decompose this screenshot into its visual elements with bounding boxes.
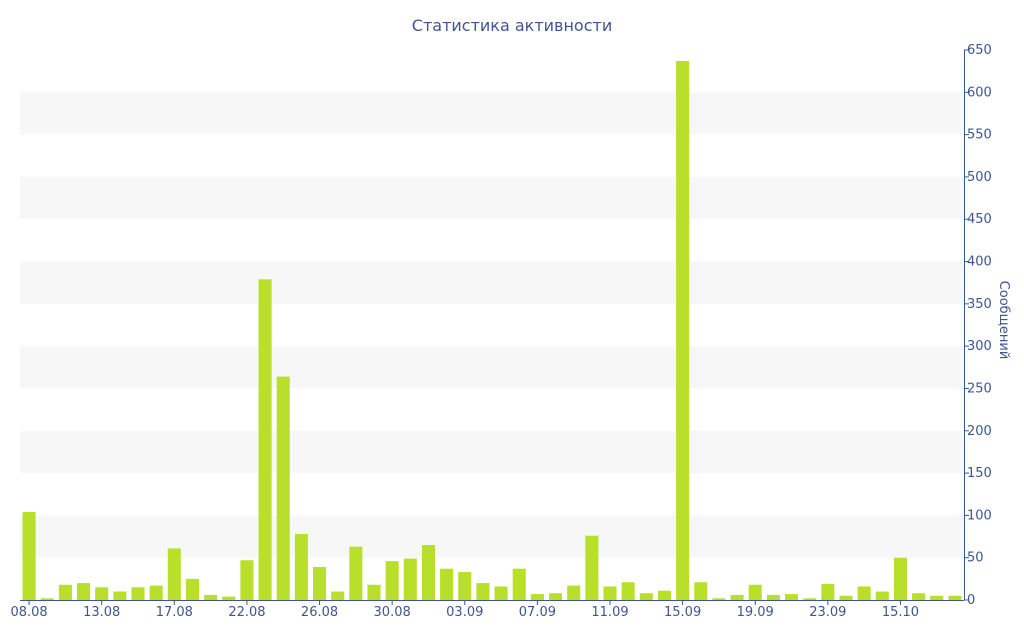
- x-axis-ticks: 08.08 13.08 17.08 22.08 26.08 30.08 03.09 07.09…: [10, 600, 919, 620]
- bar: [22, 512, 36, 600]
- x-tick-label: 08.08: [10, 605, 47, 620]
- bar: [167, 548, 181, 600]
- bar: [567, 585, 581, 600]
- bar: [349, 546, 363, 600]
- bar: [131, 587, 145, 600]
- grid-band: [20, 176, 964, 220]
- x-tick-label: 30.08: [374, 605, 411, 620]
- y-tick-label: 250: [967, 381, 992, 396]
- grid-band: [20, 261, 964, 304]
- bar: [803, 598, 817, 600]
- y-tick-label: 650: [967, 43, 992, 58]
- y-tick-label: 550: [967, 128, 992, 143]
- x-tick-label: 15.10: [882, 605, 919, 620]
- bar: [875, 591, 889, 600]
- bar: [440, 568, 454, 600]
- bar: [385, 561, 399, 600]
- x-tick-label: 15.09: [664, 605, 701, 620]
- x-tick-label: 26.08: [301, 605, 338, 620]
- bar: [766, 594, 780, 600]
- bar: [549, 593, 563, 600]
- bar: [893, 557, 907, 600]
- bar: [222, 596, 236, 600]
- grid-band: [20, 515, 964, 558]
- bar: [512, 568, 526, 600]
- y-tick-label: 100: [967, 508, 992, 523]
- bar: [657, 590, 671, 600]
- bar: [603, 586, 617, 600]
- y-tick-label: 600: [967, 85, 992, 100]
- bar: [458, 572, 472, 600]
- x-tick-label: 13.08: [83, 605, 120, 620]
- bar: [930, 595, 944, 600]
- y-tick-label: 450: [967, 212, 992, 227]
- x-tick-label: 22.08: [228, 605, 265, 620]
- x-tick-label: 17.08: [156, 605, 193, 620]
- y-axis-ticks: 0 50 100 150 200 250 300 350 400 450 500 550 600 650: [964, 43, 992, 608]
- y-tick-label: 200: [967, 424, 992, 439]
- bar: [294, 534, 308, 600]
- bar: [113, 591, 127, 600]
- grid-bands: [20, 92, 964, 558]
- bar: [77, 583, 91, 600]
- x-tick-label: 11.09: [591, 605, 628, 620]
- grid-band: [20, 92, 964, 135]
- bar: [785, 594, 799, 600]
- bar: [712, 598, 726, 600]
- bar: [276, 376, 290, 600]
- bar: [730, 594, 744, 600]
- grid-band: [20, 430, 964, 474]
- bar: [149, 585, 163, 600]
- y-tick-label: 50: [967, 551, 984, 566]
- bar: [240, 560, 254, 600]
- y-tick-label: 350: [967, 297, 992, 312]
- bar: [585, 535, 599, 600]
- bar: [331, 591, 345, 600]
- x-tick-label: 23.09: [809, 605, 846, 620]
- y-tick-label: 0: [967, 593, 975, 608]
- bar: [403, 558, 417, 600]
- grid-band: [20, 346, 964, 389]
- bar: [821, 583, 835, 600]
- bar: [530, 594, 544, 600]
- x-tick-label: 19.09: [737, 605, 774, 620]
- bar: [367, 584, 381, 600]
- y-axis-title: Сообщений: [996, 281, 1011, 360]
- bar: [857, 586, 871, 600]
- bar: [421, 545, 435, 600]
- bar: [494, 586, 508, 600]
- bar: [748, 584, 762, 600]
- bar: [948, 595, 962, 600]
- chart-title: Статистика активности: [412, 16, 612, 35]
- y-tick-label: 500: [967, 170, 992, 185]
- bar: [694, 582, 708, 600]
- y-tick-label: 150: [967, 466, 992, 481]
- bar: [621, 582, 635, 600]
- x-tick-label: 07.09: [519, 605, 556, 620]
- bar: [676, 61, 690, 600]
- bar: [476, 583, 490, 600]
- bar: [639, 593, 653, 600]
- bar: [839, 595, 853, 600]
- bar: [185, 578, 199, 600]
- bar: [95, 587, 109, 600]
- bar: [204, 594, 218, 600]
- bar: [40, 598, 54, 600]
- y-tick-label: 300: [967, 339, 992, 354]
- x-tick-label: 03.09: [446, 605, 483, 620]
- bar: [912, 593, 926, 600]
- bar-series: [22, 61, 962, 600]
- y-tick-label: 400: [967, 255, 992, 270]
- bar: [58, 584, 72, 600]
- bar: [313, 567, 327, 600]
- bar: [258, 279, 272, 600]
